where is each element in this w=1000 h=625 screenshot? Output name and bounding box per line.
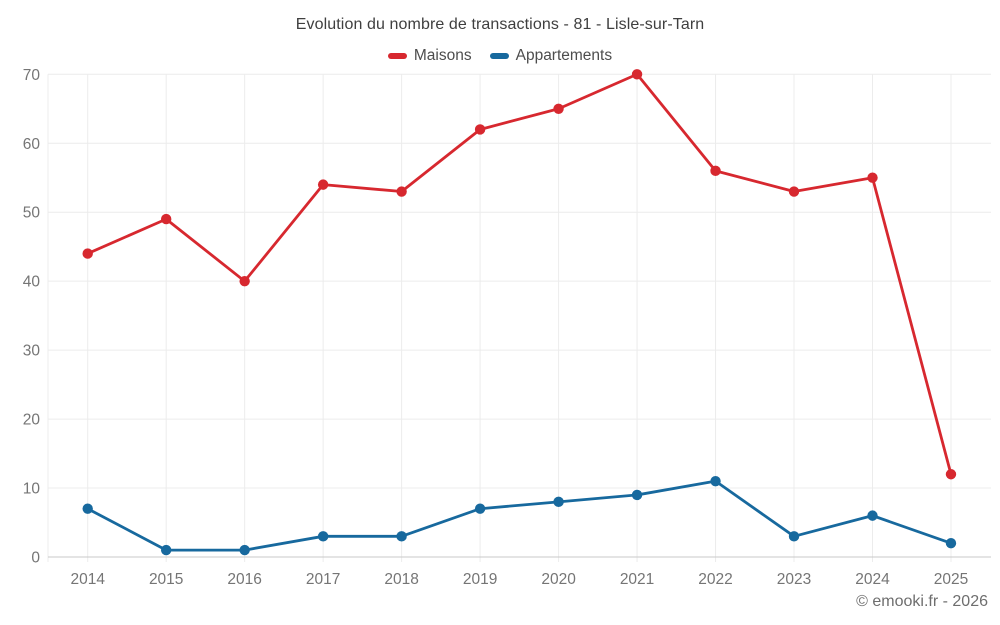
point-maisons-2024[interactable] <box>867 172 878 183</box>
chart-legend: Maisons Appartements <box>0 47 1000 65</box>
point-appartements-2021[interactable] <box>631 489 643 501</box>
point-maisons-2020[interactable] <box>553 103 564 114</box>
point-appartements-2025[interactable] <box>945 538 957 549</box>
chart-footer-credit: © emooki.fr - 2026 <box>856 593 988 610</box>
y-tick-label-70: 70 <box>23 67 41 84</box>
point-maisons-2017[interactable] <box>317 179 329 190</box>
point-maisons-2019[interactable] <box>474 124 486 135</box>
point-appartements-2022[interactable] <box>710 475 721 487</box>
point-appartements-2020[interactable] <box>553 496 564 508</box>
point-appartements-2019[interactable] <box>474 503 486 514</box>
y-tick-label-0: 0 <box>31 550 40 567</box>
point-maisons-2023[interactable] <box>788 186 800 197</box>
point-appartements-2016[interactable] <box>239 544 250 556</box>
x-tick-label-2024: 2024 <box>855 571 890 588</box>
y-tick-label-30: 30 <box>23 343 41 360</box>
x-tick-label-2016: 2016 <box>227 571 261 588</box>
point-appartements-2023[interactable] <box>788 531 800 542</box>
legend-item-maisons[interactable]: Maisons <box>387 47 472 65</box>
y-tick-label-50: 50 <box>23 205 41 222</box>
y-tick-label-60: 60 <box>23 136 41 153</box>
point-appartements-2015[interactable] <box>160 544 172 556</box>
point-maisons-2014[interactable] <box>82 248 93 259</box>
point-maisons-2021[interactable] <box>631 69 643 80</box>
point-maisons-2018[interactable] <box>396 186 407 197</box>
point-appartements-2017[interactable] <box>317 531 329 542</box>
x-tick-label-2020: 2020 <box>541 571 576 588</box>
x-tick-label-2023: 2023 <box>777 571 811 588</box>
point-appartements-2014[interactable] <box>82 503 93 514</box>
x-tick-label-2025: 2025 <box>934 571 968 588</box>
y-tick-label-40: 40 <box>23 274 41 291</box>
point-appartements-2024[interactable] <box>867 510 878 521</box>
point-maisons-2016[interactable] <box>239 275 250 287</box>
x-tick-label-2015: 2015 <box>149 571 183 588</box>
legend-label-maisons: Maisons <box>413 47 472 64</box>
legend-item-appartements[interactable]: Appartements <box>489 47 613 65</box>
legend-label-appartements: Appartements <box>515 47 613 64</box>
series-line-maisons <box>86 72 953 476</box>
x-tick-label-2014: 2014 <box>70 571 105 588</box>
y-tick-label-20: 20 <box>23 412 41 429</box>
x-tick-label-2021: 2021 <box>620 571 654 588</box>
series-line-appartements <box>86 479 953 552</box>
x-tick-label-2017: 2017 <box>306 571 340 588</box>
x-tick-label-2018: 2018 <box>384 571 418 588</box>
x-tick-label-2019: 2019 <box>463 571 497 588</box>
point-appartements-2018[interactable] <box>396 531 407 542</box>
appartements-series-swatch <box>489 53 509 59</box>
y-tick-label-10: 10 <box>23 481 41 498</box>
x-tick-label-2022: 2022 <box>698 571 732 588</box>
point-maisons-2025[interactable] <box>945 469 957 480</box>
point-maisons-2022[interactable] <box>710 165 721 177</box>
point-maisons-2015[interactable] <box>160 213 172 225</box>
maisons-series-swatch <box>387 53 407 59</box>
chart-title: Evolution du nombre de transactions - 81… <box>295 16 705 33</box>
